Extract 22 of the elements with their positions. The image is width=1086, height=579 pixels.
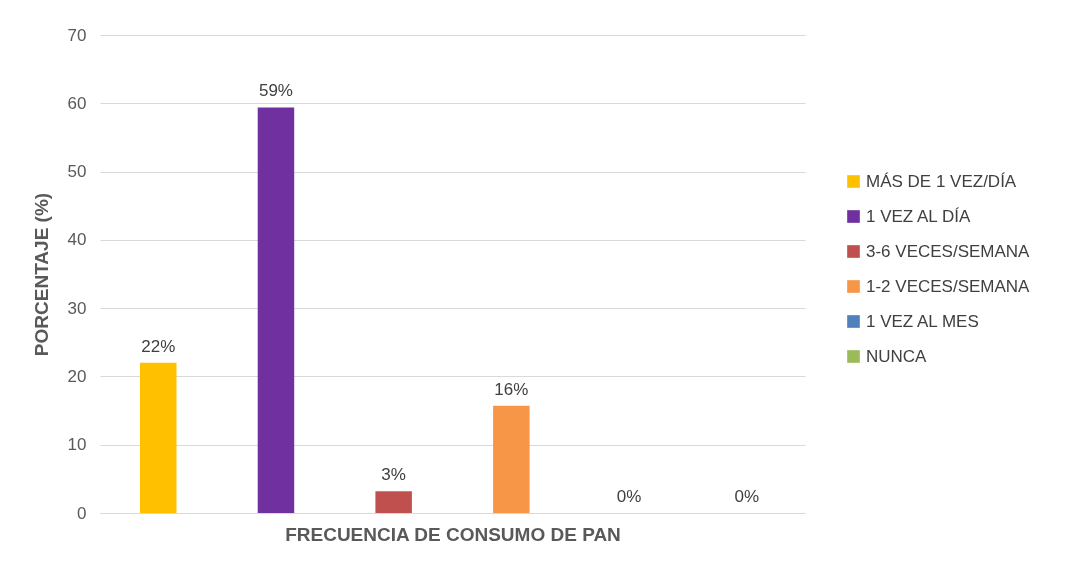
data-label: 0% — [616, 487, 642, 506]
y-tick-label: 30 — [67, 298, 87, 318]
y-tick-label: 40 — [67, 230, 87, 250]
data-label: 16% — [494, 379, 529, 399]
legend-label: 1 VEZ AL DÍA — [866, 206, 971, 226]
legend-label: MÁS DE 1 VEZ/DÍA — [866, 171, 1017, 191]
data-label: 22% — [141, 336, 176, 356]
y-axis-title: PORCENTAJE (%) — [30, 192, 52, 357]
y-tick-label: 70 — [67, 25, 87, 45]
legend-label: 1-2 VECES/SEMANA — [866, 276, 1031, 296]
y-tick-label: 0 — [77, 503, 87, 523]
data-label: 3% — [381, 465, 406, 485]
y-tick-label: 50 — [67, 162, 87, 182]
legend-label: 1 VEZ AL MES — [866, 311, 979, 331]
legend-label: 3-6 VECES/SEMANA — [866, 241, 1031, 261]
legend-label: NUNCA — [866, 346, 928, 366]
y-tick-label: 60 — [67, 93, 87, 113]
data-label: 0% — [734, 487, 760, 506]
y-tick-label: 20 — [67, 366, 87, 386]
data-label: 59% — [258, 81, 293, 101]
x-axis-title: FRECUENCIA DE CONSUMO DE PAN — [285, 523, 621, 545]
y-tick-label: 10 — [67, 435, 87, 455]
